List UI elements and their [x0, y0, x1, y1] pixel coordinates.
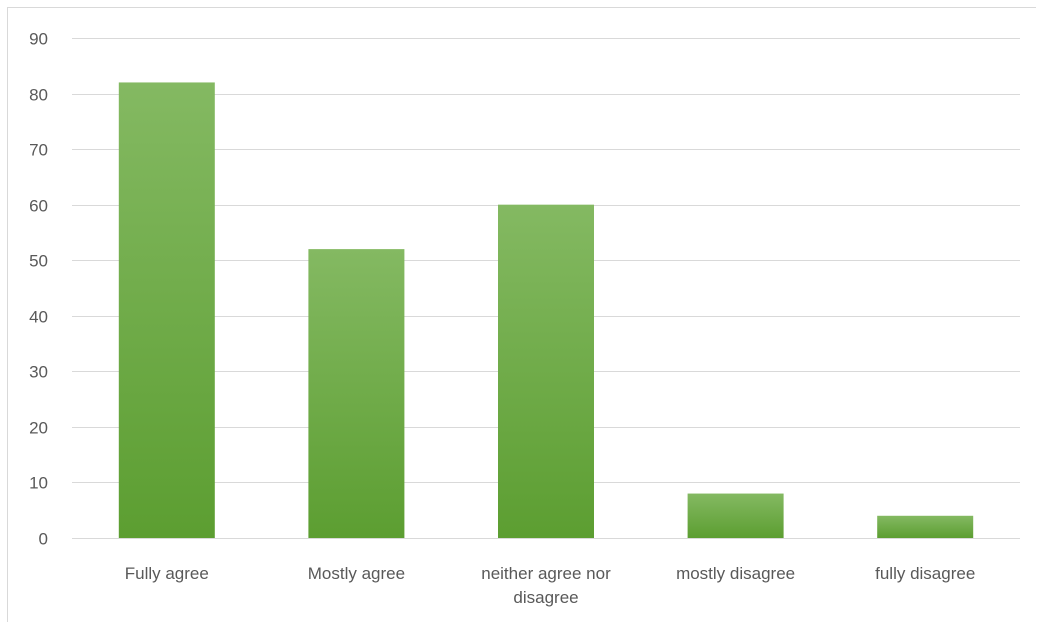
x-category-label: fully disagree	[875, 564, 975, 583]
y-tick-label: 40	[29, 308, 48, 327]
y-tick-label: 90	[29, 30, 48, 49]
x-axis-category-labels: Fully agree Mostly agree neither agree nor…	[125, 564, 976, 607]
y-tick-label: 30	[29, 363, 48, 382]
bar	[308, 249, 405, 538]
bar	[498, 204, 594, 538]
y-tick-label: 10	[29, 474, 48, 493]
x-category-label: Mostly agree	[308, 564, 405, 583]
y-tick-label: 50	[29, 252, 48, 271]
x-category-label: mostly disagree	[676, 564, 795, 583]
y-tick-label: 70	[29, 141, 48, 160]
bar	[877, 515, 974, 538]
y-axis-tick-labels: 0 10 20 30 40 50 60 70 80 90	[29, 30, 48, 549]
bar	[687, 493, 784, 538]
x-category-label: neither agree nor disagree	[481, 564, 611, 607]
bar	[118, 82, 215, 538]
y-tick-label: 60	[29, 197, 48, 216]
bars	[118, 82, 974, 538]
y-tick-label: 20	[29, 419, 48, 438]
x-category-label: Fully agree	[125, 564, 209, 583]
y-tick-label: 80	[29, 86, 48, 105]
y-tick-label: 0	[39, 530, 48, 549]
